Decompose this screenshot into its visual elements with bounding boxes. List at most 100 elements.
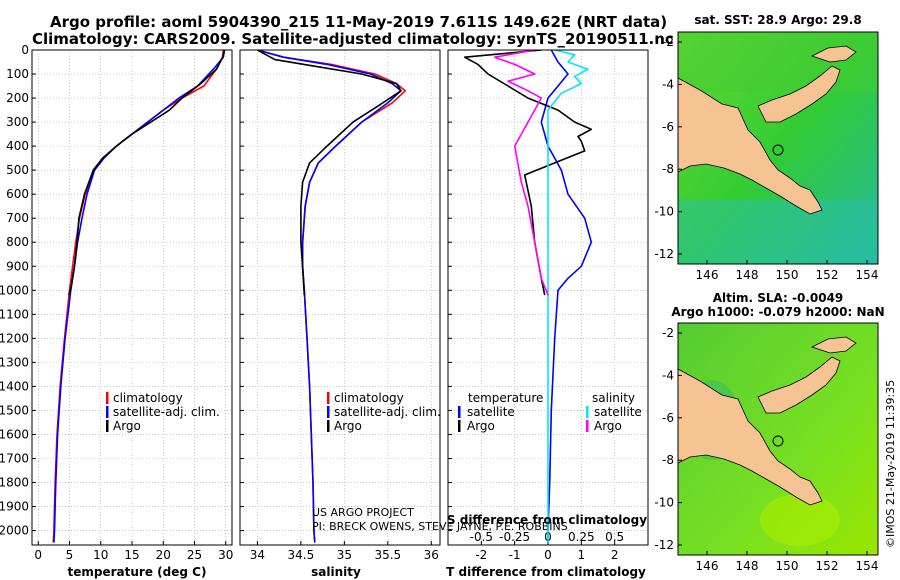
map-x-tick-label: 150 [776, 559, 799, 573]
header-line-2: Climatology: CARS2009. Satellite-adjuste… [32, 30, 791, 48]
y-tick-label: 0 [21, 43, 29, 57]
sst-field-band-south [678, 200, 878, 264]
legend-swatch [327, 406, 330, 418]
x-tick-label: 2 [611, 548, 619, 562]
temperature-grid [32, 49, 232, 545]
legend-swatch [458, 420, 461, 432]
legend-swatch [106, 406, 109, 418]
legend-label: Argo [113, 419, 141, 433]
y-tick-label: 500 [6, 163, 29, 177]
sst-land-new-britain [757, 65, 841, 123]
y-tick-label: 900 [6, 259, 29, 273]
salinity-panel: 34 34.5 35 35.5 36 salinity climatologysatel… [239, 49, 568, 579]
difference-legend: temperature salinitysatelliteArgosatellit… [458, 391, 642, 433]
x-tick-label: -2 [475, 548, 487, 562]
difference-ticks: -2 -1 0 1 2-0.5 -0.25 0 0.25 0.5 [448, 49, 624, 562]
sst-argo-location [772, 144, 784, 156]
difference-frame [447, 49, 649, 546]
y-tick-label: 1200 [0, 331, 29, 345]
header-line-1: Argo profile: aoml 5904390_215 11-May-20… [50, 13, 668, 31]
map-y-tick-label: -6 [662, 411, 674, 425]
map-y-tick-label: -6 [662, 120, 674, 134]
y-tick-label: 800 [6, 235, 29, 249]
difference-panel: -2 -1 0 1 2-0.5 -0.25 0 0.25 0.5 T difference fr… [446, 49, 649, 579]
temperature-panel: 0100200300400500600700800900100011001200… [0, 43, 233, 579]
y-tick-label: 1300 [0, 355, 29, 369]
y-tick-label: 1000 [0, 283, 29, 297]
x-tick-label: 35 [337, 548, 352, 562]
map-y-tick-label: -12 [654, 247, 674, 261]
map-x-tick-label: 152 [816, 268, 839, 282]
temperature-xlabel: temperature (deg C) [68, 565, 207, 579]
salinity-frame [239, 49, 441, 546]
y-tick-label: 1800 [0, 476, 29, 490]
y-tick-label: 1500 [0, 403, 29, 417]
map-x-tick-label: 146 [696, 559, 719, 573]
imos-credit: ©IMOS 21-May-2019 11:39:35 [884, 379, 897, 548]
x-tick-label: 1 [578, 548, 586, 562]
x-top-tick-label: -0.25 [499, 530, 530, 544]
x-tick-label: 15 [124, 548, 139, 562]
x-tick-label: 30 [218, 548, 233, 562]
legend-swatch [586, 420, 589, 432]
legend-title-salinity: salinity [592, 391, 635, 405]
x-tick-label: 35.5 [374, 548, 401, 562]
x-top-tick-label: 0.25 [568, 530, 595, 544]
difference-series [463, 50, 593, 543]
y-tick-label: 1400 [0, 379, 29, 393]
temperature-ticks: 0100200300400500600700800900100011001200… [0, 43, 233, 562]
y-tick-label: 1900 [0, 500, 29, 514]
sla-field-eddy-2 [760, 494, 840, 546]
x-tick-label: 5 [66, 548, 74, 562]
map-y-tick-label: -8 [662, 162, 674, 176]
legend-label: Argo [334, 419, 362, 433]
map-y-tick-label: -12 [654, 538, 674, 552]
map-y-tick-label: -2 [662, 326, 674, 340]
series-line-temperature-satellite [540, 50, 593, 543]
map-x-tick-label: 148 [736, 268, 759, 282]
sst-map-ticks: -2 -4 -6 -8 -10 -12 146 148 150 152 154 [654, 35, 878, 282]
sst-field-band [678, 32, 878, 92]
map-x-tick-label: 154 [856, 559, 879, 573]
x-tick-label: 0 [34, 548, 42, 562]
series-line-satellite-adj-clim- [257, 50, 402, 543]
series-line-satellite-adj-clim- [53, 50, 226, 543]
legend-title-temperature: temperature [468, 391, 543, 405]
y-tick-label: 700 [6, 211, 29, 225]
sla-land-new-britain [757, 356, 841, 414]
map-y-tick-label: -10 [654, 496, 674, 510]
x-tick-label: 34 [250, 548, 265, 562]
map-x-tick-label: 148 [736, 559, 759, 573]
map-x-tick-label: 152 [816, 559, 839, 573]
series-line-climatology [52, 50, 225, 543]
sla-map-ticks: -2 -4 -6 -8 -10 -12 146 148 150 152 154 [654, 326, 878, 573]
y-tick-label: 1700 [0, 451, 29, 465]
x-tick-label: 25 [187, 548, 202, 562]
map-x-tick-label: 150 [776, 268, 799, 282]
difference-xlabel-top: S difference from climatology [447, 513, 647, 527]
y-tick-label: 100 [6, 67, 29, 81]
map-y-tick-label: -4 [662, 368, 674, 382]
sla-map-frame [677, 322, 879, 556]
sla-land-new-ireland [810, 336, 857, 354]
legend-label: satellite [594, 405, 642, 419]
series-line-temperature-argo [463, 50, 593, 296]
x-tick-label: 0 [544, 548, 552, 562]
y-tick-label: 200 [6, 91, 29, 105]
sla-land-png [677, 368, 823, 506]
y-tick-label: 2000 [0, 524, 29, 538]
legend-swatch [106, 420, 109, 432]
legend-label: satellite-adj. clim. [334, 405, 441, 419]
sla-map-title-2: Argo h1000: -0.079 h2000: NaN [671, 305, 884, 319]
salinity-ticks: 34 34.5 35 35.5 36 [240, 49, 439, 562]
sst-land-new-ireland [810, 45, 857, 63]
x-tick-label: -1 [509, 548, 521, 562]
pi-note: PI: BRECK OWENS, STEVE JAYNE, P.E. ROBBI… [312, 520, 568, 533]
difference-xlabel: T difference from climatology [446, 565, 646, 579]
legend-swatch [327, 392, 330, 404]
y-tick-label: 1100 [0, 307, 29, 321]
legend-label: satellite-adj. clim. [113, 405, 220, 419]
